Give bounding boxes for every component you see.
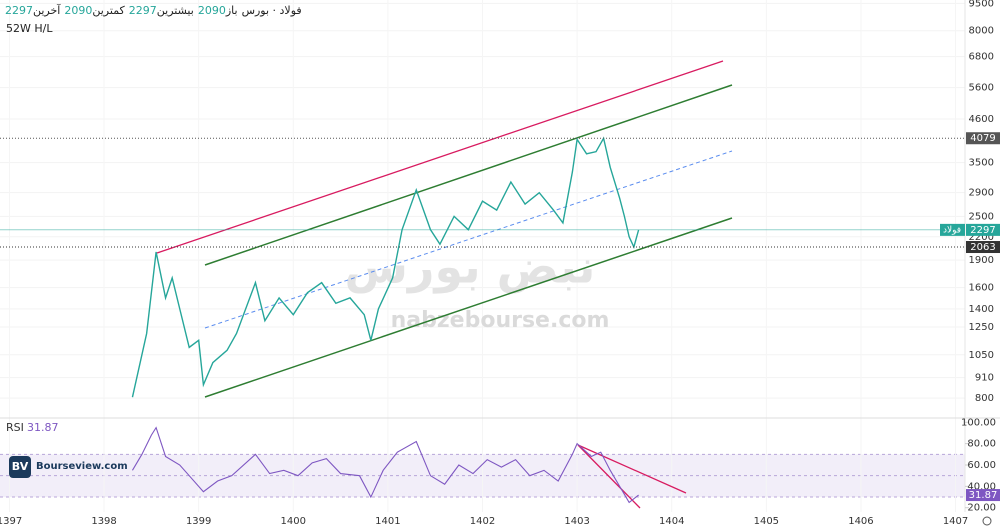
price-line: [131, 136, 640, 398]
price-marker-box: [966, 241, 1000, 254]
x-tick-label: 1404: [659, 516, 684, 527]
channel-mid: [204, 150, 733, 329]
rsi-tick-label: 100.00: [961, 417, 996, 428]
logo-watermark: نبض بورس: [345, 240, 596, 294]
price-marker-label: فولاد: [943, 225, 961, 235]
ohlc-value: 2297: [5, 4, 33, 17]
rsi-trend: [577, 444, 687, 494]
x-tick-label: 1400: [281, 516, 306, 527]
x-tick-label: 1405: [754, 516, 779, 527]
source-logo: [9, 456, 31, 478]
y-tick-label: 1900: [969, 255, 994, 266]
rsi-current-box: [966, 489, 1000, 502]
ohlc-item: باز 2090: [198, 4, 238, 17]
rsi-tick-label: 40.00: [967, 481, 996, 492]
y-tick-label: 2200: [969, 232, 994, 243]
y-tick-label: 1250: [969, 322, 994, 333]
trend-line: [156, 60, 724, 254]
x-tick-label: 1398: [91, 516, 116, 527]
price-marker-box: [966, 223, 1000, 236]
ohlc-item: کمترین 2090: [64, 4, 124, 17]
channel-upper: [204, 84, 733, 266]
rsi-value: 31.87: [27, 421, 59, 434]
x-tick-label: 1401: [375, 516, 400, 527]
rsi-tick-label: 80.00: [967, 439, 996, 450]
rsi-current-label: 31.87: [969, 490, 998, 501]
rsi-tick-label: 20.00: [967, 503, 996, 514]
symbol-title: فولاد · بورس: [241, 4, 302, 17]
settings-icon[interactable]: [982, 516, 992, 526]
ohlc-item: بیشترین 2297: [129, 4, 194, 17]
y-tick-label: 910: [975, 373, 994, 384]
rsi-label: RSI: [6, 421, 24, 434]
x-tick-label: 1407: [943, 516, 968, 527]
header: فولاد · بورس باز 2090 بیشترین 2297 کمترین 209…: [5, 4, 302, 17]
subtitle: 52W H/L: [6, 22, 53, 35]
price-marker-value: 4079: [970, 133, 995, 144]
y-tick-label: 8000: [969, 26, 994, 37]
y-tick-label: 5600: [969, 83, 994, 94]
grid: [0, 2, 965, 498]
price-marker-box: [966, 132, 1000, 145]
y-tick-label: 800: [975, 393, 994, 404]
price-marker-value: 2297: [970, 225, 995, 236]
ohlc-value: 2090: [197, 4, 226, 17]
channel-lower: [204, 217, 733, 398]
y-tick-label: 2900: [969, 188, 994, 199]
x-tick-label: 1399: [186, 516, 211, 527]
ohlc-label: باز: [225, 4, 238, 17]
y-tick-label: 9500: [969, 0, 994, 9]
rsi-line: [131, 426, 639, 504]
ohlc-label: کمترین: [92, 4, 125, 17]
rsi-trend: [577, 444, 641, 509]
price-marker-tag: [940, 223, 965, 236]
ohlc-item: آخرین 2297: [5, 4, 60, 17]
ohlc-value: 2297: [128, 4, 157, 17]
x-tick-label: 1406: [848, 516, 873, 527]
x-tick-label: 1402: [470, 516, 495, 527]
y-tick-label: 4600: [969, 114, 994, 125]
y-tick-label: 2500: [969, 211, 994, 222]
y-tick-label: 1400: [969, 304, 994, 315]
rsi-tick-label: 60.00: [967, 460, 996, 471]
source: Bourseview.com: [36, 461, 128, 472]
ohlc-label: بیشترین: [156, 4, 194, 17]
y-tick-label: 3500: [969, 158, 994, 169]
source-logo-mark: BV: [12, 460, 29, 473]
ohlc-label: آخرین: [33, 4, 61, 17]
x-tick-label: 1397: [0, 516, 22, 527]
ohlc-value: 2090: [64, 4, 93, 17]
watermark: nabzebourse.com: [391, 308, 610, 333]
y-tick-label: 6800: [969, 52, 994, 63]
x-tick-label: 1403: [564, 516, 589, 527]
y-tick-label: 1050: [969, 350, 994, 361]
price-marker-value: 2063: [970, 242, 995, 253]
y-tick-label: 1600: [969, 283, 994, 294]
